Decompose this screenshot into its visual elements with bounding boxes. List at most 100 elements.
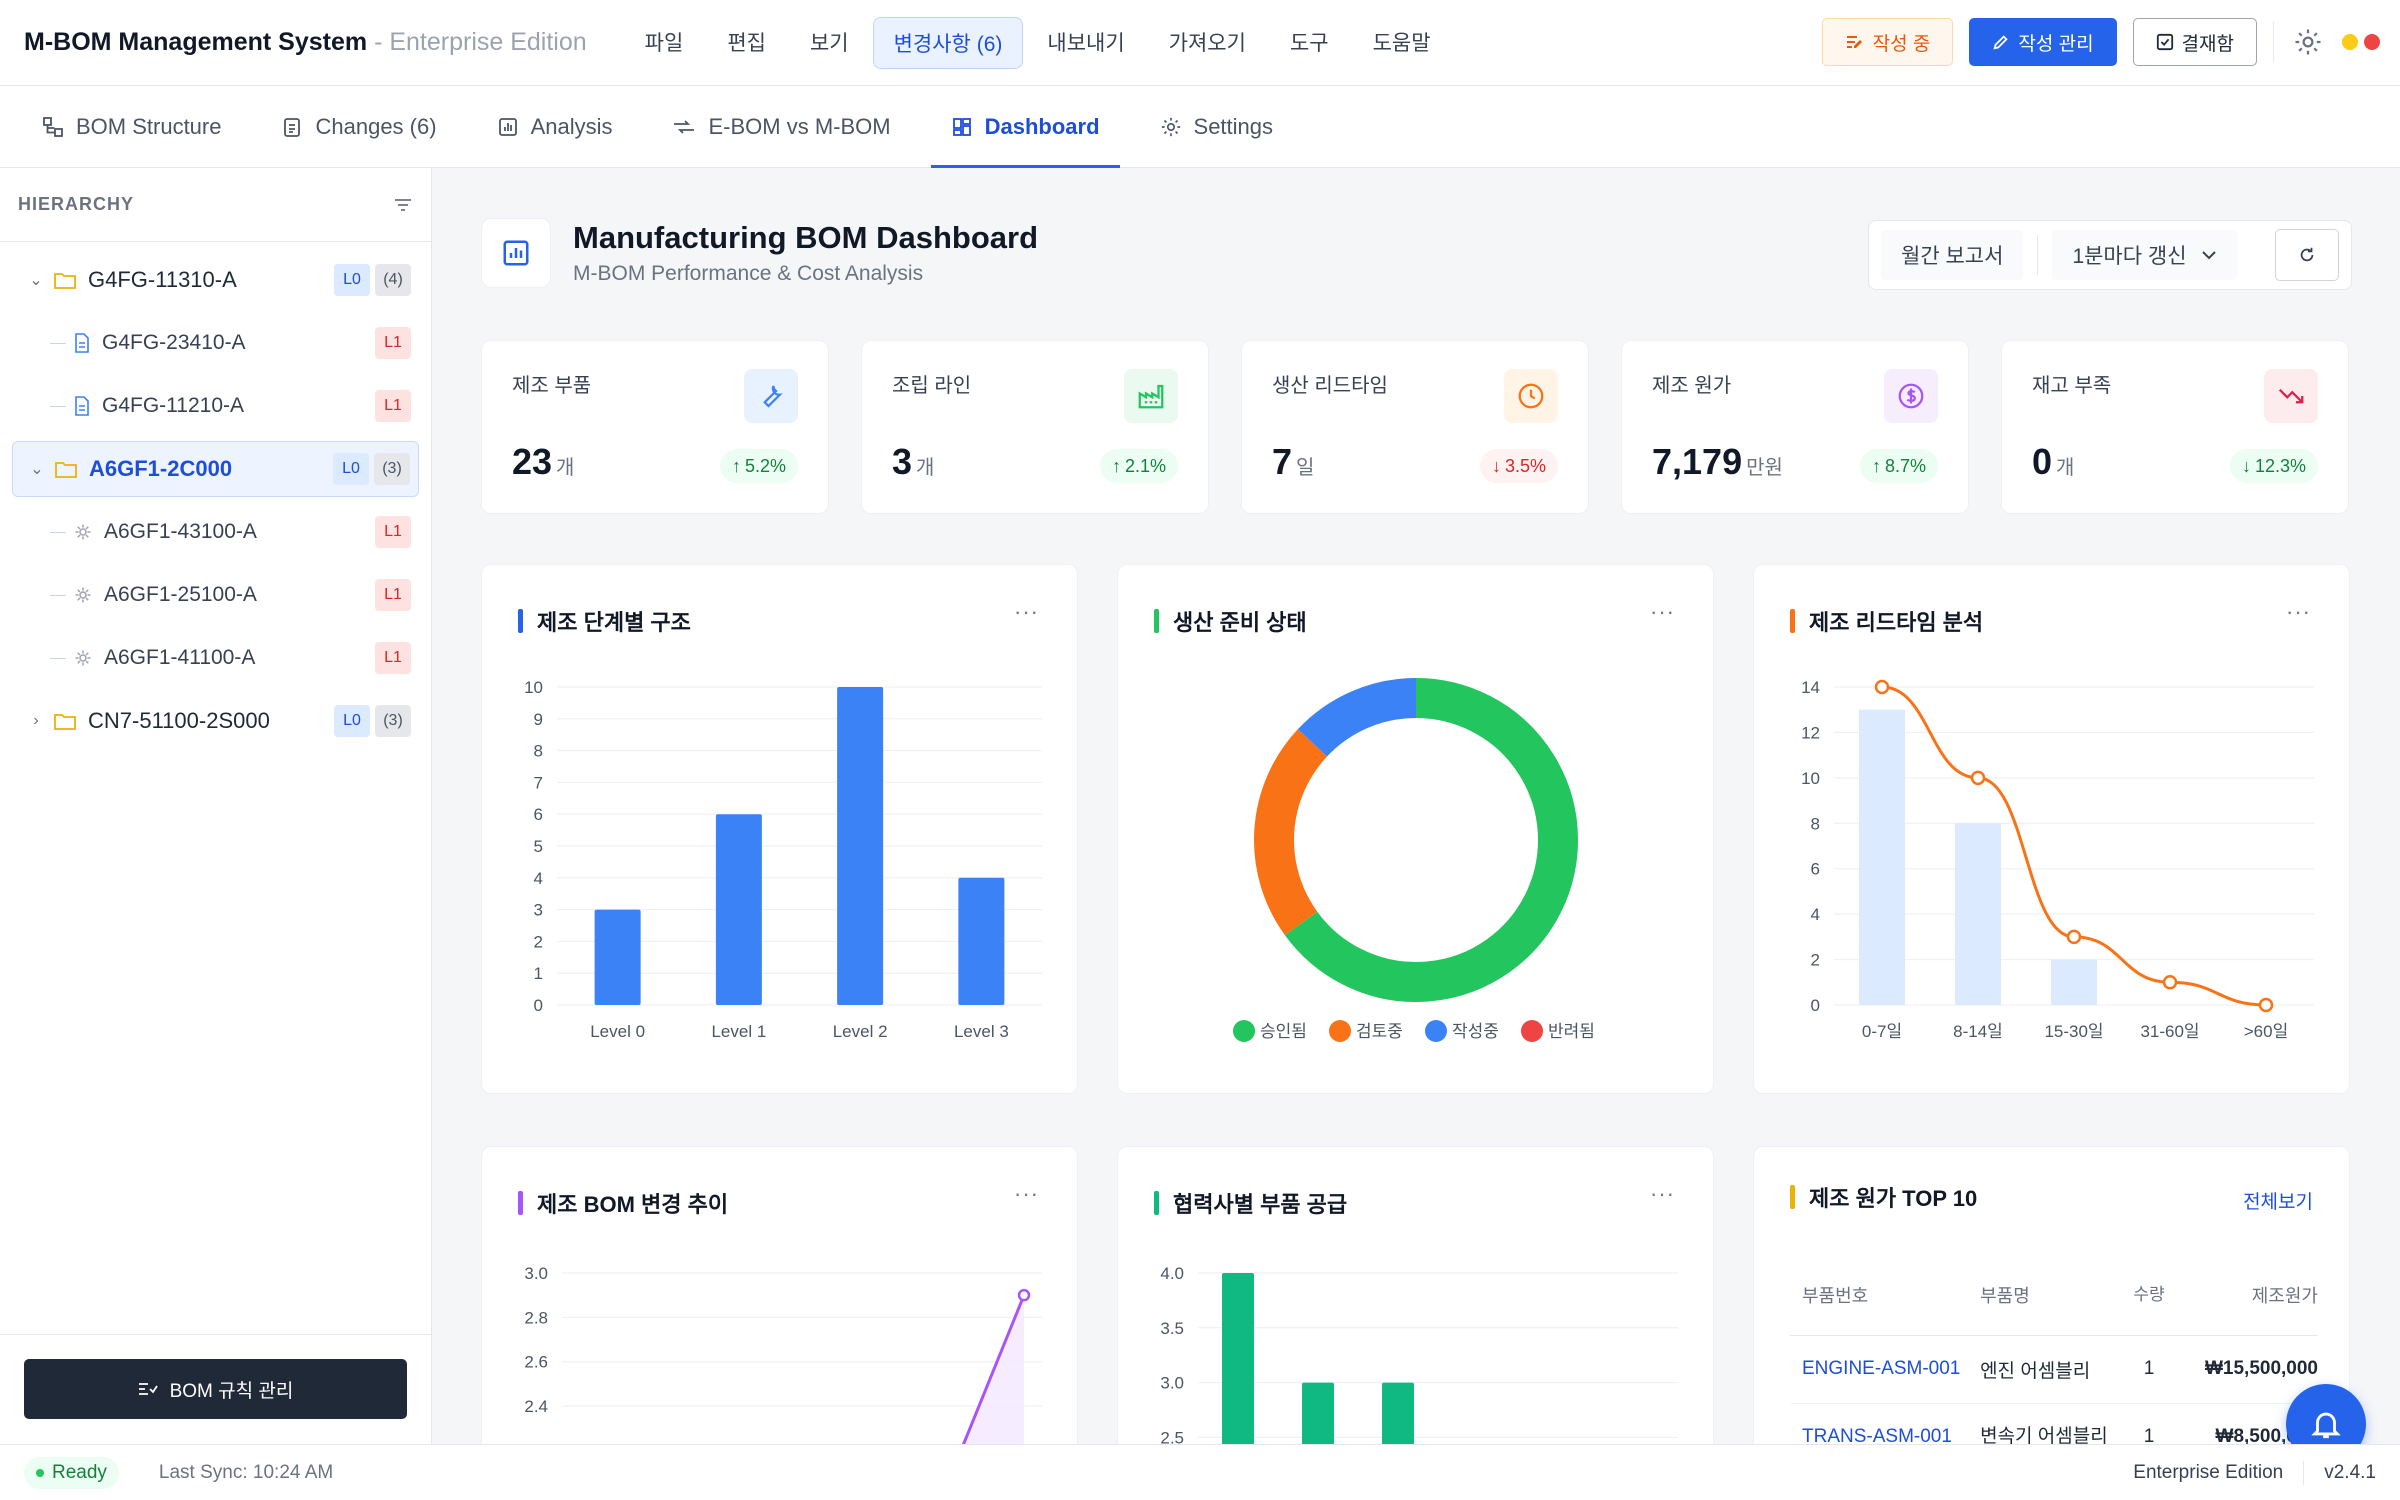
tab-bom-structure[interactable]: BOM Structure (22, 86, 241, 168)
chevron-down-icon (2201, 251, 2216, 260)
hierarchy-icon (43, 117, 63, 137)
more-icon[interactable]: ··· (1650, 599, 1675, 624)
col-header[interactable]: 수량 (2127, 1255, 2171, 1336)
more-icon[interactable]: ··· (1650, 1181, 1675, 1206)
page-subtitle: M-BOM Performance & Cost Analysis (573, 262, 924, 285)
sidebar-footer: BOM 규칙 관리 (0, 1334, 431, 1444)
arrow-up-icon: ↑ (1111, 455, 1121, 476)
tab-dashboard[interactable]: Dashboard (930, 86, 1120, 168)
legend-swatch (1329, 1020, 1351, 1042)
refresh-interval-select[interactable]: 1분마다 갱신 (2052, 230, 2237, 280)
col-header[interactable]: 부품번호 (1790, 1255, 1981, 1336)
gear-icon[interactable] (2290, 24, 2326, 60)
view-all-link[interactable]: 전체보기 (2243, 1192, 2313, 1213)
folder-icon (54, 712, 76, 730)
tree-connector (50, 594, 66, 596)
more-icon[interactable]: ··· (1014, 599, 1039, 624)
quantity: 1 (2127, 1403, 2171, 1444)
tree-node-label: A6GF1-43100-A (104, 520, 257, 543)
window-controls (2342, 34, 2380, 50)
table-row[interactable]: ENGINE-ASM-001 엔진 어셈블리 1 ₩15,500,000 (1790, 1335, 2318, 1404)
tab-analysis[interactable]: Analysis (477, 86, 633, 168)
y-tick-label: 14 (1801, 678, 1820, 697)
tree-node-root[interactable]: › CN7-51100-2S000 L0 (3) (12, 693, 419, 749)
status-dot-red[interactable] (2364, 34, 2380, 50)
dashboard-chart-icon (481, 218, 551, 288)
legend-label: 작성중 (1452, 1022, 1499, 1041)
legend-swatch (1521, 1020, 1543, 1042)
y-tick-label: 3.0 (524, 1264, 548, 1283)
menu-file[interactable]: 파일 (644, 31, 684, 55)
chevron-down-icon[interactable]: ⌄ (30, 461, 44, 478)
tree-node-child[interactable]: A6GF1-43100-A L1 (12, 504, 419, 560)
folder-icon (55, 460, 77, 478)
filter-icon[interactable] (393, 197, 413, 213)
level-badge: L1 (375, 579, 411, 611)
col-header[interactable]: 부품명 (1980, 1255, 2128, 1336)
tree-node-child[interactable]: A6GF1-41100-A L1 (12, 630, 419, 686)
series-line (1881, 685, 2267, 1007)
chart-title: 제조 단계별 구조 (537, 610, 691, 635)
level-bar-chart: 0 1 2 3 4 5 6 7 8 9 10 Level 0 Level 1 Level 2 Level 3 (524, 678, 1042, 1041)
bar (1859, 709, 1905, 1005)
tab-changes[interactable]: Changes (6) (261, 86, 456, 168)
col-header[interactable]: 제조원가 (2170, 1255, 2318, 1336)
y-tick-label: 8 (534, 742, 543, 761)
part-number-link[interactable]: TRANS-ASM-001 (1790, 1403, 1981, 1444)
count-badge: (3) (374, 453, 410, 485)
quantity: 1 (2127, 1335, 2171, 1404)
part-number-link[interactable]: ENGINE-ASM-001 (1790, 1335, 1981, 1404)
rules-list-icon (138, 1383, 158, 1395)
clock-icon (1504, 369, 1558, 423)
tree-node-root[interactable]: ⌄ G4FG-11310-A L0 (4) (12, 252, 419, 308)
menu-edit[interactable]: 편집 (727, 31, 766, 55)
x-tick-label: Level 2 (833, 1022, 888, 1041)
bar (594, 909, 641, 1005)
line-point (1970, 770, 1986, 786)
refresh-button[interactable] (2275, 229, 2339, 281)
menu-view[interactable]: 보기 (809, 31, 849, 55)
bar-chart-icon (498, 118, 517, 136)
menu-export[interactable]: 내보내기 (1047, 31, 1125, 55)
tree-node-child[interactable]: G4FG-23410-A L1 (12, 315, 419, 371)
level-badge: L0 (333, 453, 369, 485)
menu-help[interactable]: 도움말 (1372, 31, 1431, 55)
tree-node-child[interactable]: A6GF1-25100-A L1 (12, 567, 419, 623)
bom-rules-button[interactable]: BOM 규칙 관리 (24, 1359, 407, 1419)
edit-list-icon (1846, 36, 1862, 48)
checkbox-icon (2156, 33, 2173, 51)
legend-label: 승인됨 (1260, 1022, 1307, 1041)
page-header: Manufacturing BOM Dashboard M-BOM Perfor… (481, 218, 1038, 288)
dashboard-icon (952, 118, 971, 136)
more-icon[interactable]: ··· (1014, 1181, 1039, 1206)
tree-connector (50, 405, 66, 407)
menu-changes[interactable]: 변경사항 (6) (872, 16, 1024, 69)
tree-node-child[interactable]: G4FG-11210-A L1 (12, 378, 419, 434)
refresh-icon (2300, 247, 2314, 262)
status-bar: Ready Last Sync: 10:24 AM Enterprise Edi… (0, 1444, 2400, 1500)
count-badge: (3) (375, 705, 411, 737)
cog-part-icon (74, 649, 92, 667)
chevron-right-icon[interactable]: › (33, 712, 39, 729)
x-tick-label: 31-60일 (2140, 1022, 2199, 1041)
approval-inbox-button[interactable]: 결재함 (2132, 18, 2257, 66)
menu-tools[interactable]: 도구 (1289, 31, 1329, 55)
legend-label: 반려됨 (1548, 1022, 1595, 1041)
tab-ebom-vs-mbom[interactable]: E-BOM vs M-BOM (652, 86, 910, 168)
draft-manage-button[interactable]: 작성 관리 (1969, 18, 2117, 66)
more-icon[interactable]: ··· (2286, 599, 2311, 624)
status-dot-yellow[interactable] (2342, 34, 2358, 50)
table-row[interactable]: TRANS-ASM-001 변속기 어셈블리 1 ₩8,500,000 (1790, 1403, 2318, 1444)
tree-node-root-selected[interactable]: ⌄ A6GF1-2C000 L0 (3) (12, 441, 419, 497)
bell-icon (2311, 1412, 2341, 1439)
menu-bar: M-BOM Management System - Enterprise Edi… (0, 0, 2400, 86)
tab-settings[interactable]: Settings (1140, 86, 1294, 168)
drafting-button[interactable]: 작성 중 (1821, 18, 1954, 66)
status-badge: Ready (24, 1456, 119, 1489)
monthly-report-button[interactable]: 월간 보고서 (1881, 230, 2024, 280)
menu-import[interactable]: 가져오기 (1168, 31, 1246, 55)
bom-tree: ⌄ G4FG-11310-A L0 (4) G4FG-23410-A L1 G4F… (0, 242, 431, 749)
dashboard-main: Manufacturing BOM Dashboard M-BOM Perfor… (433, 168, 2400, 1444)
tree-connector (50, 531, 66, 533)
chevron-down-icon[interactable]: ⌄ (29, 272, 43, 289)
